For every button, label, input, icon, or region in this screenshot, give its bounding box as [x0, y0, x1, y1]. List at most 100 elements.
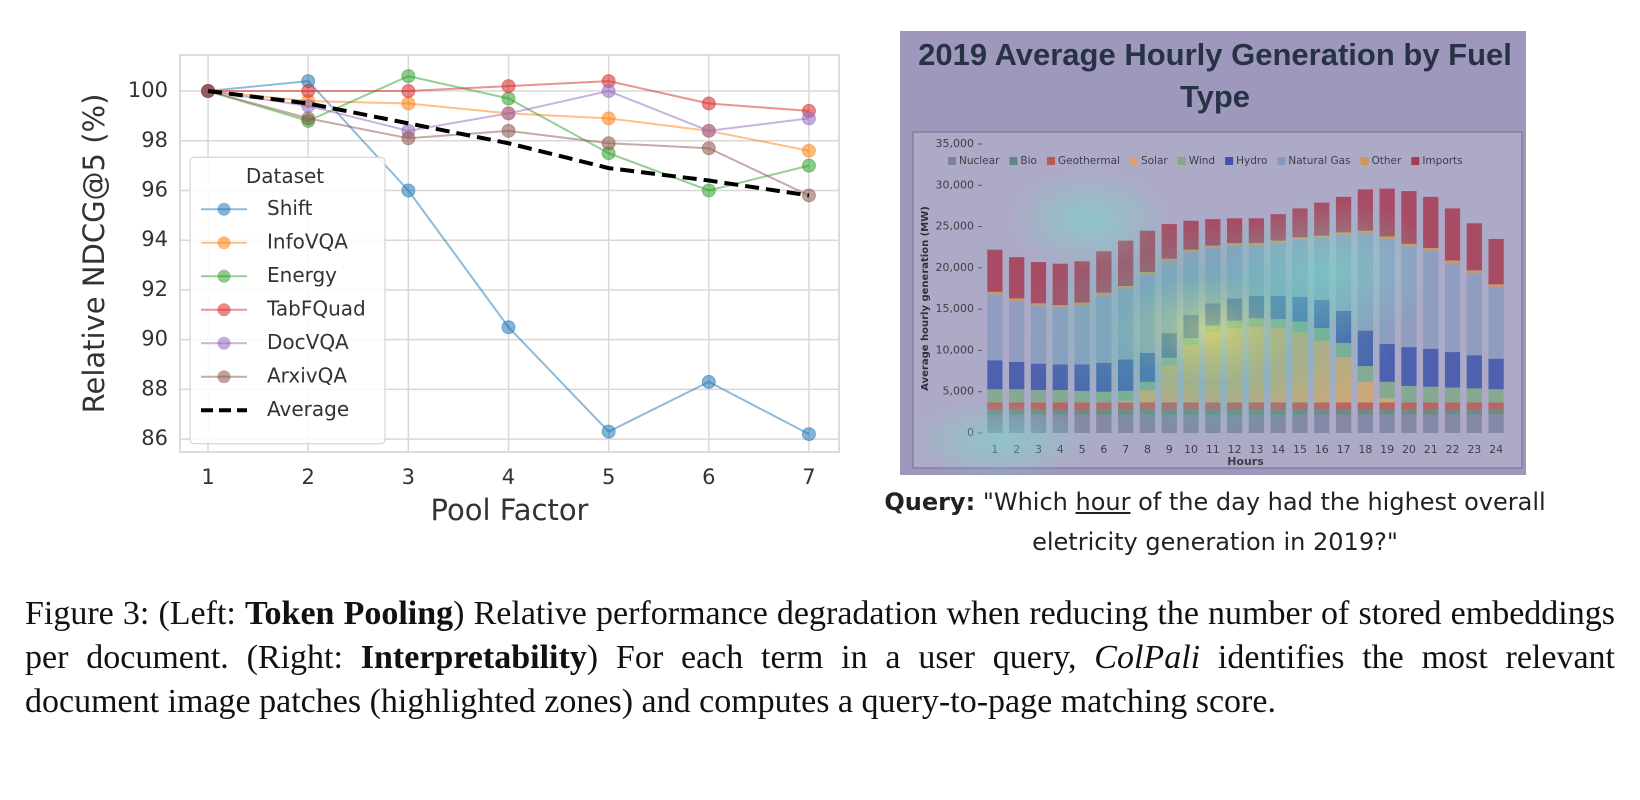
- caption-italic: ColPali: [1094, 639, 1201, 676]
- data-point: [401, 69, 416, 84]
- x-tick-label: 22: [1446, 443, 1460, 456]
- y-tick-label: 10,000: [936, 343, 975, 356]
- bar-segment: [1009, 257, 1025, 299]
- bar-segment: [1423, 386, 1439, 403]
- x-tick-label: 3: [402, 465, 415, 489]
- x-tick-label: 1: [201, 465, 214, 489]
- x-axis-label: Pool Factor: [431, 493, 589, 527]
- bar-segment: [1423, 348, 1439, 387]
- legend-label: Nuclear: [959, 155, 1000, 167]
- bar-segment: [1444, 208, 1461, 261]
- legend-box: [189, 156, 386, 445]
- y-tick-label: 100: [128, 78, 168, 102]
- legend-label: Hydro: [1236, 155, 1267, 167]
- legend-title: Dataset: [246, 164, 324, 188]
- bar-segment: [1009, 298, 1025, 301]
- bar-segment: [1444, 402, 1461, 410]
- bar-segment: [1379, 414, 1395, 433]
- bar-segment: [1466, 270, 1482, 273]
- bar-segment: [987, 291, 1003, 295]
- bar-segment: [1009, 361, 1025, 390]
- x-tick-label: 6: [1100, 443, 1107, 456]
- legend-marker: [217, 370, 231, 384]
- legend-label: Average: [267, 397, 349, 421]
- x-tick-label: 5: [602, 465, 615, 489]
- legend-swatch: [1129, 157, 1138, 165]
- x-tick-label: 17: [1337, 443, 1351, 456]
- data-point: [401, 131, 416, 146]
- bar-segment: [1466, 402, 1482, 410]
- legend-marker: [217, 236, 231, 250]
- bar-segment: [987, 389, 1003, 403]
- bar-segment: [1009, 300, 1025, 362]
- x-tick-label: 13: [1249, 443, 1263, 456]
- bar-segment: [1488, 284, 1504, 287]
- bar-segment: [1335, 414, 1352, 433]
- bar-segment: [1466, 272, 1482, 356]
- bar-segment: [1401, 347, 1417, 386]
- data-point: [801, 143, 816, 158]
- x-tick-label: 8: [1144, 443, 1151, 456]
- bar-segment: [1357, 402, 1373, 410]
- bar-segment: [1423, 402, 1439, 410]
- x-tick-label: 7: [1122, 443, 1129, 456]
- y-tick-label: 98: [141, 128, 168, 152]
- bar-segment: [987, 360, 1003, 390]
- x-tick-label: 20: [1402, 443, 1416, 456]
- bar-segment: [1423, 414, 1439, 433]
- bar-segment: [1488, 414, 1504, 433]
- legend-swatch: [1360, 157, 1369, 165]
- y-tick-label: 35,000: [936, 137, 975, 150]
- bar-segment: [1488, 358, 1504, 390]
- bar-segment: [1466, 223, 1482, 271]
- bar-segment: [1488, 238, 1504, 285]
- x-tick-label: 14: [1271, 443, 1285, 456]
- y-tick-label: 25,000: [936, 220, 975, 233]
- x-tick-label: 15: [1293, 443, 1307, 456]
- bar-segment: [1466, 355, 1482, 389]
- bar-segment: [1444, 352, 1461, 388]
- data-point: [501, 123, 516, 138]
- data-point: [301, 111, 316, 126]
- y-tick-label: 15,000: [936, 302, 975, 315]
- bar-segment: [1423, 409, 1439, 415]
- bar-segment: [1488, 409, 1504, 415]
- legend-label: Natural Gas: [1288, 155, 1350, 167]
- legend-swatch: [1009, 157, 1018, 165]
- data-point: [501, 106, 516, 121]
- data-point: [501, 320, 516, 335]
- y-tick-label: 94: [141, 227, 168, 251]
- overlay-spot: [1010, 170, 1170, 270]
- legend-label: Energy: [267, 263, 337, 287]
- figure-caption: Figure 3: (Left: Token Pooling) Relative…: [25, 592, 1615, 724]
- bar-segment: [1379, 409, 1395, 415]
- series-line: [207, 89, 810, 198]
- legend-marker: [217, 269, 231, 283]
- y-tick-label: 92: [141, 277, 168, 301]
- x-tick-label: 24: [1489, 443, 1503, 456]
- bar-segment: [1379, 402, 1395, 410]
- caption-bold: Interpretability: [360, 639, 587, 676]
- bar-segment: [1401, 385, 1417, 403]
- x-tick-label: 10: [1184, 443, 1198, 456]
- data-point: [401, 183, 416, 198]
- bar-segment: [1466, 388, 1482, 403]
- data-point: [801, 111, 816, 126]
- bar-segment: [1401, 402, 1417, 410]
- bar-segment: [987, 249, 1003, 292]
- legend-label: Geothermal: [1058, 155, 1120, 167]
- bar-segment: [1488, 402, 1504, 410]
- data-point: [401, 96, 416, 111]
- bar-segment: [1466, 414, 1482, 433]
- bar-segment: [1030, 390, 1047, 403]
- data-point: [701, 123, 716, 138]
- y-tick-label: 5,000: [943, 385, 975, 398]
- bar-segment: [1444, 260, 1461, 263]
- bar-segment: [1009, 389, 1025, 403]
- bar-segment: [1444, 262, 1461, 353]
- query-label: Query:: [884, 488, 976, 516]
- x-tick-label: 11: [1206, 443, 1220, 456]
- bar-segment: [1444, 409, 1461, 415]
